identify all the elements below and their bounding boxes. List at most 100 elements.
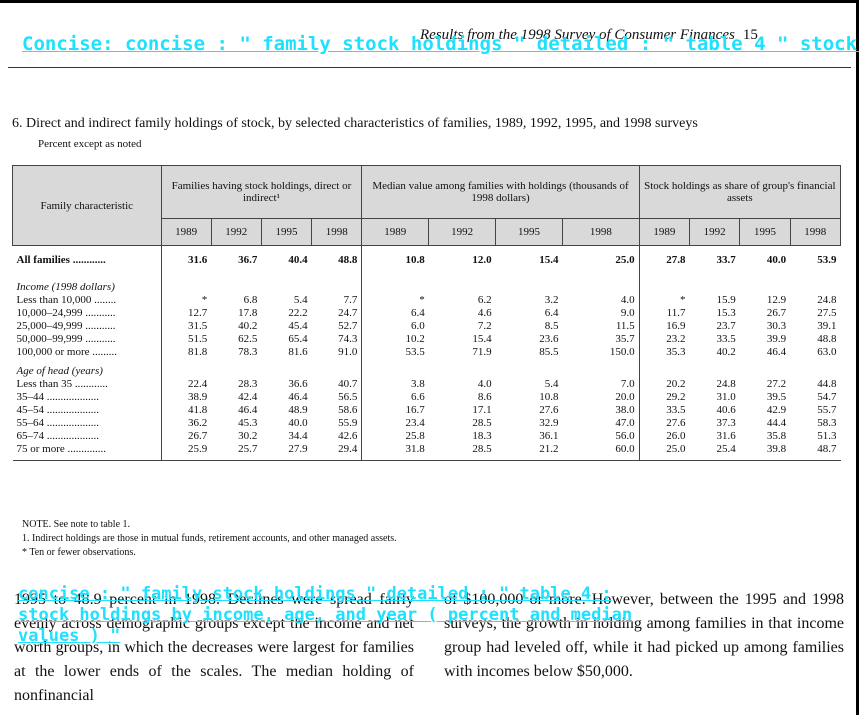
table-cell: 34.4 [288,430,308,442]
table-cell: 53.9 [817,254,837,266]
table-cell: 54.7 [817,391,837,403]
table-cell: 31.8 [361,443,429,461]
caption-overlay-line: stock holdings by income, age, and year … [18,605,633,625]
empty-cell [261,275,311,294]
table-cell: 38.9 [160,391,212,404]
section-label: Income (1998 dollars) [16,281,115,293]
table-cell: 91.0 [338,346,358,358]
table-cell: 47.0 [615,417,635,429]
empty-cell [740,275,790,294]
table-cell: 36.7 [238,254,258,266]
table-cell: 30.3 [766,320,787,332]
table-cell: 15.4 [539,254,559,266]
table-cell: 150.0 [609,346,635,358]
table-cell: 28.5 [472,417,492,429]
table-cell: * [160,294,212,307]
table-cell: 51.3 [817,430,837,442]
table-cell: 39.9 [766,333,787,345]
caption-overlay-line: concise : " family stock holdings " deta… [18,584,612,604]
table-cell: 46.4 [238,404,258,416]
running-head: Results from the 1998 Survey of Consumer… [420,27,758,44]
table-cell: 78.3 [238,346,258,358]
table-cell: 31.0 [716,391,736,403]
table-cell: 38.0 [615,404,635,416]
note-line: NOTE. See note to table 1. [22,519,131,530]
table-cell: 52.7 [338,320,358,332]
table-cell: 37.3 [716,417,736,429]
note-line: 1. Indirect holdings are those in mutual… [22,533,397,544]
table-cell: 27.9 [261,443,312,461]
table-cell: 33.7 [716,254,736,266]
right-border [856,0,859,715]
table-title: 6. Direct and indirect family holdings o… [12,116,698,131]
table-cell: 6.4 [544,307,559,319]
table-cell: 28.5 [428,443,496,461]
empty-cell [740,359,790,378]
table-cell: 3.2 [544,294,559,306]
table-cell: 35.3 [638,346,690,359]
table-cell: 41.8 [160,404,212,417]
table-cell: 40.4 [288,254,308,266]
empty-cell [211,275,261,294]
table-cell: 5.4 [293,294,308,306]
table-cell: 10.8 [539,391,559,403]
table-cell: 44.4 [766,417,787,429]
empty-cell [496,359,563,378]
table-cell: 8.6 [477,391,492,403]
table-cell: 24.8 [817,294,837,306]
table-cell: 12.0 [472,254,492,266]
table-cell: 55.7 [817,404,837,416]
table-cell: 62.5 [238,333,258,345]
empty-cell [638,359,690,378]
table-cell: 48.8 [338,254,358,266]
table-cell: 7.0 [620,378,635,390]
table-cell: 10.2 [361,333,429,346]
year-header: 1989 [160,218,212,246]
empty-cell [429,359,496,378]
table-cell: 6.0 [361,320,429,333]
table-cell: 40.2 [238,320,258,332]
table-cell: 20.0 [615,391,635,403]
table-cell: 15.3 [716,307,736,319]
table-cell: 23.7 [716,320,736,332]
table-cell: 48.9 [288,404,308,416]
table-cell: 4.0 [477,378,492,390]
table-cell: 40.2 [716,346,736,358]
row-label: 100,000 or more ......... [16,346,118,358]
table-cell: 5.4 [544,378,559,390]
table-cell: * [638,294,690,307]
table-cell: 42.6 [338,430,358,442]
table-cell: 33.5 [716,333,736,345]
table-cell: 7.7 [343,294,358,306]
table-cell: 36.1 [539,430,559,442]
header-group-share-assets: Stock holdings as share of group's finan… [638,165,842,219]
table-cell: 51.5 [160,333,212,346]
table-cell: 40.7 [338,378,358,390]
table-cell: 46.4 [766,346,787,358]
table-cell: 9.0 [620,307,635,319]
note-line: * Ten or fewer observations. [22,547,136,558]
table-row: 50,000–99,999 ........... 51.5 62.5 65.4 74.… [13,333,841,346]
empty-cell [261,359,311,378]
table-row: 55–64 ................... 36.2 45.3 40.0 55.… [13,417,841,430]
year-header: 1992 [428,218,497,246]
table-row: 100,000 or more ......... 81.8 78.3 81.6 91.… [13,346,841,359]
empty-cell [160,359,212,378]
table-cell: 36.2 [160,417,212,430]
table-cell: 39.8 [739,443,791,461]
table-cell: 29.4 [311,443,362,461]
table-cell: 27.6 [638,417,690,430]
table-cell: 26.7 [160,430,212,443]
body-column-left: 1995 to 48.9 percent in 1998. Declines w… [14,588,414,708]
empty-cell [790,275,840,294]
table-cell: 42.4 [238,391,258,403]
table-cell: 56.5 [338,391,358,403]
table-cell: 3.8 [361,378,429,391]
table-cell: * [361,294,429,307]
table-cell: 20.2 [638,378,690,391]
table-cell: 6.4 [361,307,429,320]
table-row: 25,000–49,999 ........... 31.5 40.2 45.4 52.… [13,320,841,333]
table-cell: 46.4 [288,391,308,403]
table-cell: 11.7 [638,307,690,320]
table-row: 65–74 ................... 26.7 30.2 34.4 42.… [13,430,841,443]
